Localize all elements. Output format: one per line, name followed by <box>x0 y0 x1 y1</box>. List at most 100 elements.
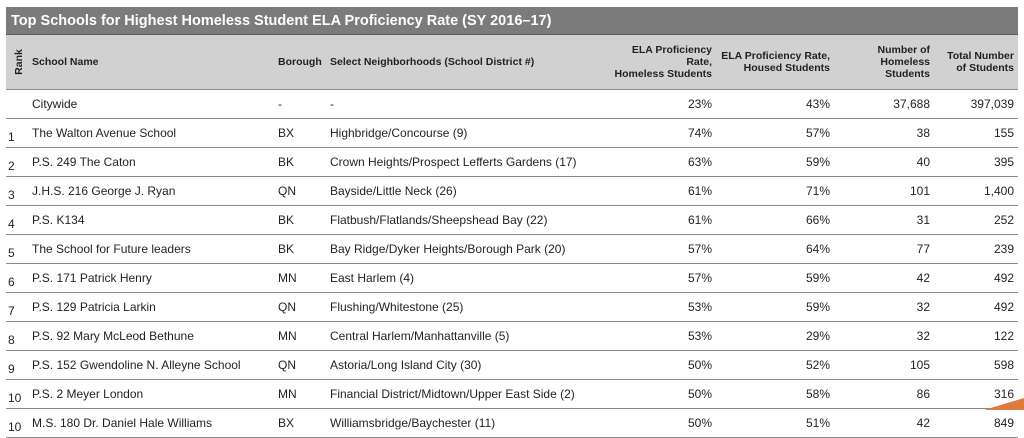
cell-num-homeless: 86 <box>834 379 934 409</box>
cell-school: P.S. 171 Patrick Henry <box>28 263 274 293</box>
header-school-name: School Name <box>32 56 99 68</box>
table-row: 10 M.S. 180 Dr. Daniel Hale Williams BX Wil… <box>6 408 1018 438</box>
cell-ela-housed: 64% <box>716 234 834 264</box>
cell-num-homeless: 31 <box>834 205 934 235</box>
cell-school: The School for Future leaders <box>28 234 274 264</box>
cell-neighborhood: East Harlem (4) <box>326 263 606 293</box>
cell-ela-housed: 58% <box>716 379 834 409</box>
cell-ela-homeless: 57% <box>606 263 716 293</box>
cell-school: P.S. K134 <box>28 205 274 235</box>
cell-rank: 10 <box>6 408 28 438</box>
cell-rank: 3 <box>6 176 28 206</box>
cell-ela-housed: 59% <box>716 292 834 322</box>
cell-total: 252 <box>934 205 1018 235</box>
cell-num-homeless: 77 <box>834 234 934 264</box>
cell-num-homeless: 32 <box>834 292 934 322</box>
cell-total: 397,039 <box>934 89 1018 119</box>
cell-total: 598 <box>934 350 1018 380</box>
cell-num-homeless: 32 <box>834 321 934 351</box>
cell-neighborhood: Williamsbridge/Baychester (11) <box>326 408 606 438</box>
cell-total: 395 <box>934 147 1018 177</box>
table-row: 3 J.H.S. 216 George J. Ryan QN Bayside/Litt… <box>6 176 1018 206</box>
cell-borough: MN <box>274 263 326 293</box>
cell-neighborhood: - <box>326 89 606 119</box>
cell-ela-homeless: 50% <box>606 350 716 380</box>
cell-school: Citywide <box>28 89 274 119</box>
cell-num-homeless: 42 <box>834 408 934 438</box>
cell-borough: MN <box>274 321 326 351</box>
table-row: 5 The School for Future leaders BK Bay Ridg… <box>6 234 1018 264</box>
cell-ela-housed: 52% <box>716 350 834 380</box>
cell-borough: BK <box>274 205 326 235</box>
cell-total: 492 <box>934 292 1018 322</box>
cell-total: 849 <box>934 408 1018 438</box>
header-neighborhoods: Select Neighborhoods (School District #) <box>330 56 535 68</box>
table-container: Top Schools for Highest Homeless Student… <box>6 7 1018 438</box>
cell-school: P.S. 129 Patricia Larkin <box>28 292 274 322</box>
cell-rank: 1 <box>6 118 28 148</box>
cell-ela-homeless: 61% <box>606 205 716 235</box>
cell-neighborhood: Astoria/Long Island City (30) <box>326 350 606 380</box>
cell-total: 155 <box>934 118 1018 148</box>
table-row: 8 P.S. 92 Mary McLeod Bethune MN Central Ha… <box>6 321 1018 351</box>
table-row-citywide: Citywide - -23% 43% 37,688 397,039 <box>6 89 1018 119</box>
cell-total: 492 <box>934 263 1018 293</box>
cell-rank: 4 <box>6 205 28 235</box>
cell-rank: 7 <box>6 292 28 322</box>
cell-borough: QN <box>274 176 326 206</box>
cell-rank: 2 <box>6 147 28 177</box>
cell-ela-housed: 66% <box>716 205 834 235</box>
cell-borough: BX <box>274 118 326 148</box>
cell-num-homeless: 105 <box>834 350 934 380</box>
cell-school: P.S. 2 Meyer London <box>28 379 274 409</box>
cell-school: J.H.S. 216 George J. Ryan <box>28 176 274 206</box>
cell-ela-homeless: 63% <box>606 147 716 177</box>
cell-ela-housed: 51% <box>716 408 834 438</box>
cell-rank: 9 <box>6 350 28 380</box>
cell-borough: - <box>274 89 326 119</box>
cell-num-homeless: 101 <box>834 176 934 206</box>
table-row: 6 P.S. 171 Patrick Henry MN East Harlem (4)… <box>6 263 1018 293</box>
header-num-homeless: Number of Homeless Students <box>877 44 931 80</box>
cell-rank: 10 <box>6 379 28 409</box>
table-row: 9 P.S. 152 Gwendoline N. Alleyne School QN… <box>6 350 1018 380</box>
cell-neighborhood: Central Harlem/Manhattanville (5) <box>326 321 606 351</box>
cell-total: 239 <box>934 234 1018 264</box>
cell-ela-housed: 59% <box>716 147 834 177</box>
cell-school: P.S. 249 The Caton <box>28 147 274 177</box>
cell-num-homeless: 38 <box>834 118 934 148</box>
cell-neighborhood: Crown Heights/Prospect Lefferts Gardens … <box>326 147 606 177</box>
cell-neighborhood: Financial District/Midtown/Upper East Si… <box>326 379 606 409</box>
cell-ela-homeless: 61% <box>606 176 716 206</box>
cell-ela-homeless: 50% <box>606 408 716 438</box>
table-row: 7 P.S. 129 Patricia Larkin QN Flushing/Whit… <box>6 292 1018 322</box>
header-row: Rank School Name Borough Select Neighbor… <box>6 35 1018 90</box>
cell-school: The Walton Avenue School <box>28 118 274 148</box>
header-ela-housed: ELA Proficiency Rate, Housed Students <box>721 50 830 74</box>
cell-ela-housed: 43% <box>716 89 834 119</box>
cell-ela-housed: 71% <box>716 176 834 206</box>
cell-num-homeless: 37,688 <box>834 89 934 119</box>
cell-rank: 8 <box>6 321 28 351</box>
table-row: 2 P.S. 249 The Caton BK Crown Heights/Prosp… <box>6 147 1018 177</box>
cell-rank <box>6 89 28 119</box>
cell-ela-housed: 59% <box>716 263 834 293</box>
cell-borough: BX <box>274 408 326 438</box>
cell-total: 122 <box>934 321 1018 351</box>
cell-school: P.S. 92 Mary McLeod Bethune <box>28 321 274 351</box>
cell-rank: 5 <box>6 234 28 264</box>
header-borough: Borough <box>278 56 322 68</box>
cell-borough: BK <box>274 234 326 264</box>
table-row: 1 The Walton Avenue School BX Highbridge/Co… <box>6 118 1018 148</box>
schools-table: Rank School Name Borough Select Neighbor… <box>6 35 1018 438</box>
cell-ela-homeless: 57% <box>606 234 716 264</box>
cell-ela-homeless: 23% <box>606 89 716 119</box>
cell-ela-homeless: 50% <box>606 379 716 409</box>
header-ela-homeless: ELA Proficiency Rate, Homeless Students <box>614 44 712 80</box>
header-rank: Rank <box>12 49 25 75</box>
header-total-students: Total Number of Students <box>947 50 1014 74</box>
cell-school: P.S. 152 Gwendoline N. Alleyne School <box>28 350 274 380</box>
cell-ela-housed: 29% <box>716 321 834 351</box>
cell-ela-homeless: 53% <box>606 321 716 351</box>
cell-ela-homeless: 74% <box>606 118 716 148</box>
